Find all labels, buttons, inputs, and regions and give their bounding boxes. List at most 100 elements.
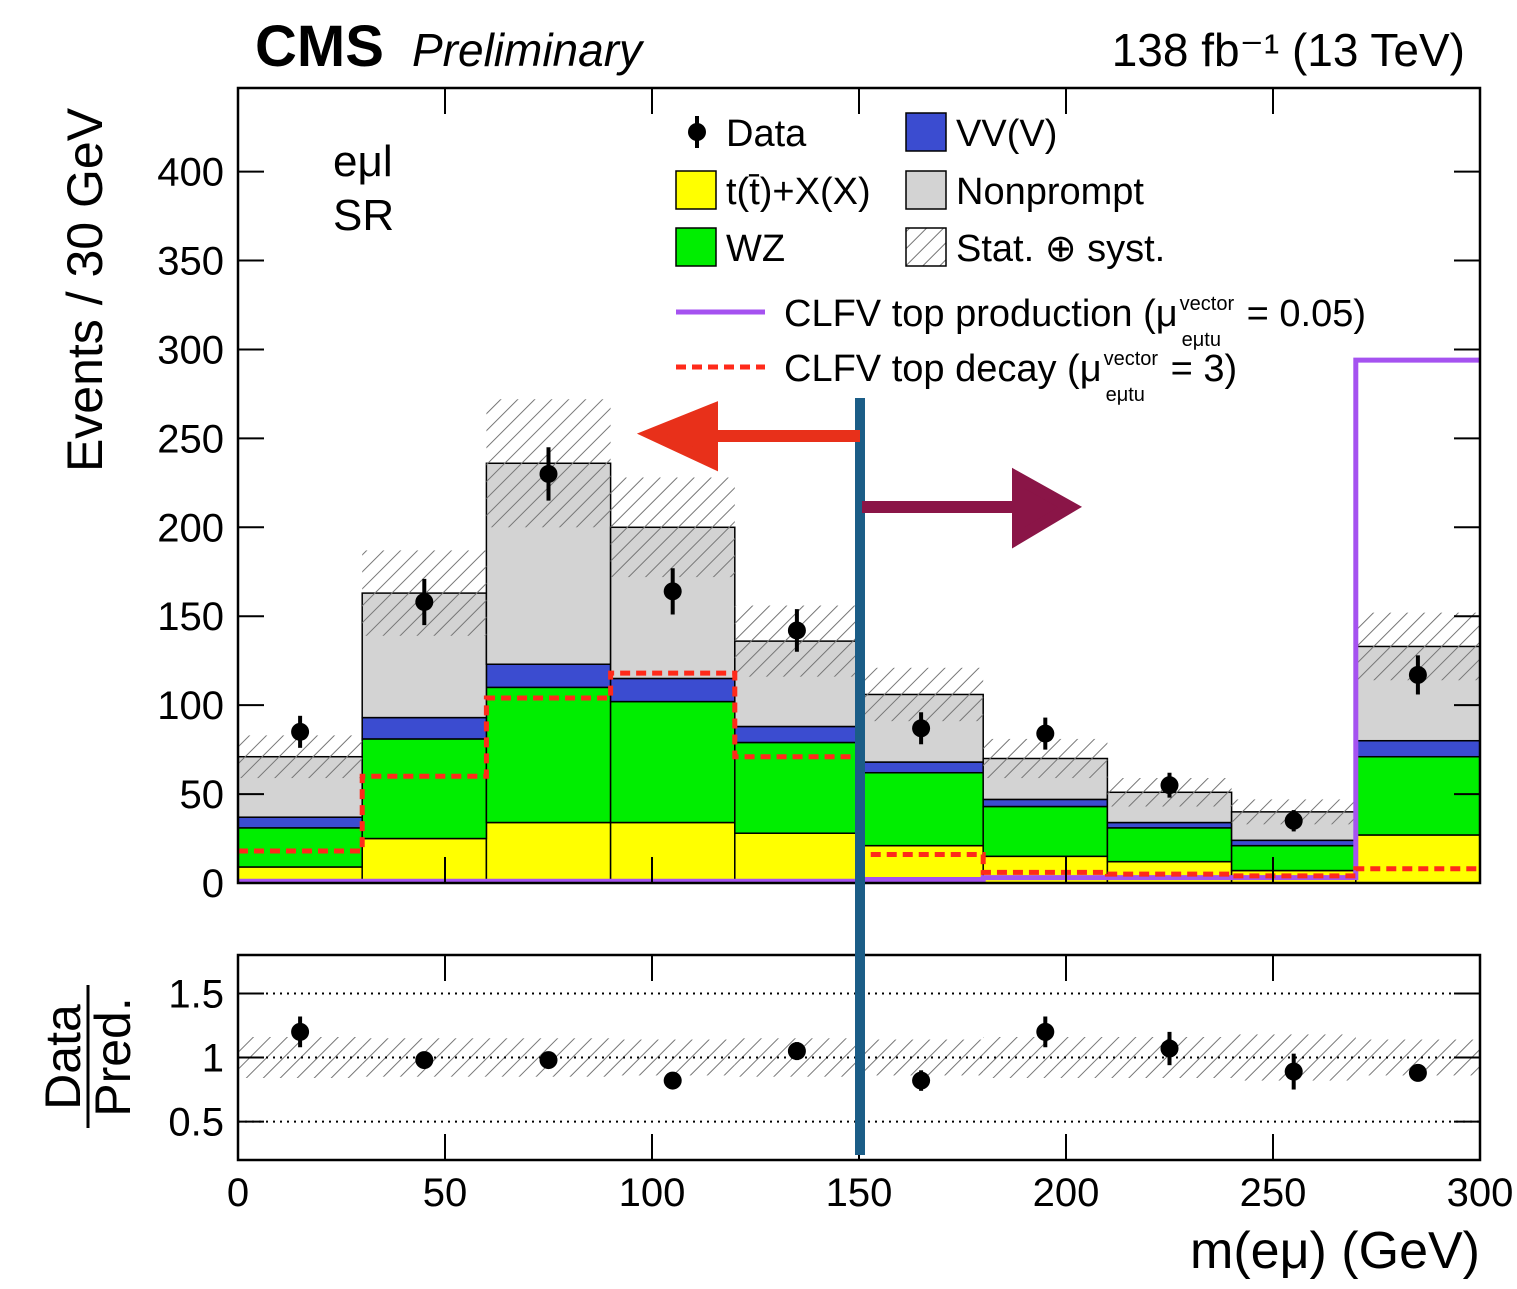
overlay-arrow-left: [636, 401, 860, 472]
x-tick-label: 300: [1447, 1171, 1514, 1215]
cms-title: CMS: [255, 14, 384, 79]
data-point: [1408, 665, 1427, 684]
stack-bar: [609, 677, 736, 703]
stack-bar: [609, 700, 736, 824]
annotation: eμl: [333, 137, 393, 186]
stack-bar: [1230, 839, 1357, 847]
x-tick-label: 50: [423, 1171, 468, 1215]
stack-bar: [1106, 821, 1233, 829]
ratio-label-top: Data: [35, 1004, 91, 1110]
data-point: [291, 1022, 310, 1041]
stack-bar: [361, 738, 488, 840]
stack-bar: [858, 771, 984, 847]
stack-bar: [982, 798, 1109, 808]
y-tick-label: 200: [157, 506, 224, 550]
legend-label: CLFV top production (μ: [784, 293, 1178, 335]
legend-label: CLFV top production (μ vector eμtu = 0.05): [784, 293, 1366, 351]
stack-bar: [1355, 739, 1481, 758]
y-tick-label: 100: [157, 684, 224, 728]
legend-sup: vector: [1180, 293, 1235, 315]
data-point: [1284, 811, 1303, 830]
legend-sub: eμtu: [1182, 329, 1221, 351]
uncertainty-band: [610, 477, 735, 578]
legend-label: Data: [726, 113, 807, 155]
legend-label: CLFV top decay (μ: [784, 348, 1102, 390]
stack-bar: [858, 844, 984, 884]
legend-label: Nonprompt: [956, 171, 1144, 213]
data-point: [291, 722, 310, 741]
stack-bar: [1355, 755, 1481, 836]
legend-swatch: [675, 227, 717, 267]
y-tick-label: 0.5: [168, 1101, 224, 1145]
y-tick-label: 1: [202, 1037, 224, 1081]
data-point: [787, 621, 806, 640]
y-tick-label: 50: [180, 773, 225, 817]
stack-bar: [485, 686, 612, 824]
legend-swatch: [675, 170, 717, 210]
data-point: [1036, 724, 1055, 743]
x-tick-label: 0: [227, 1171, 249, 1215]
stack-bar: [609, 821, 736, 884]
stack-bar: [1355, 834, 1481, 884]
data-point: [787, 1042, 806, 1061]
stack-bar: [1230, 844, 1357, 872]
stack-bar: [485, 821, 612, 884]
overlay-arrow-right: [862, 467, 1083, 549]
legend-label: t(t̄)+X(X): [726, 171, 871, 213]
x-axis-label: m(eμ) (GeV): [1190, 1222, 1480, 1280]
y-tick-label: 1.5: [168, 972, 224, 1016]
stack-bar: [361, 716, 488, 740]
x-tick-label: 100: [619, 1171, 686, 1215]
legend-label: = 3): [1160, 348, 1237, 390]
stack-bar: [361, 837, 488, 884]
legend-sub: eμtu: [1106, 384, 1145, 406]
legend-marker: [688, 123, 706, 141]
subtitle: Preliminary: [412, 24, 645, 76]
legend-swatch: [905, 227, 947, 267]
y-axis-label: Events / 30 GeV: [57, 107, 113, 472]
data-point: [415, 1051, 434, 1070]
stack-bar: [858, 761, 984, 774]
legend-sup: vector: [1104, 348, 1159, 370]
data-point: [1284, 1062, 1303, 1081]
x-tick-label: 250: [1240, 1171, 1307, 1215]
data-point: [663, 1071, 682, 1090]
y-tick-label: 400: [157, 151, 224, 195]
data-point: [912, 1071, 931, 1090]
legend-swatch: [905, 170, 947, 210]
data-point: [663, 582, 682, 601]
y-tick-label: 0: [202, 862, 224, 906]
annotation: SR: [333, 191, 394, 240]
data-point: [1160, 776, 1179, 795]
stack-bar: [237, 816, 363, 829]
data-point: [912, 719, 931, 738]
data-point: [415, 592, 434, 611]
x-tick-label: 150: [826, 1171, 893, 1215]
stack-bar: [734, 832, 860, 884]
y-tick-label: 150: [157, 595, 224, 639]
y-tick-label: 350: [157, 240, 224, 284]
legend-label: WZ: [726, 228, 785, 270]
lumi: 138 fb⁻¹ (13 TeV): [1112, 24, 1465, 76]
legend-label: Stat. ⊕ syst.: [956, 228, 1165, 270]
x-tick-label: 200: [1033, 1171, 1100, 1215]
y-tick-label: 250: [157, 417, 224, 461]
data-point: [1160, 1039, 1179, 1058]
data-point: [539, 1051, 558, 1070]
legend-swatch: [905, 112, 947, 152]
stack-bar: [734, 725, 860, 744]
data-point: [1036, 1022, 1055, 1041]
ratio-band: [859, 1039, 984, 1076]
stack-bar: [1106, 827, 1233, 863]
legend-label: CLFV top decay (μ vector eμtu = 3): [784, 348, 1237, 406]
y-tick-label: 300: [157, 328, 224, 372]
legend-label: = 0.05): [1236, 293, 1366, 335]
stack-bar: [237, 827, 363, 868]
data-point: [539, 464, 558, 483]
legend-label: VV(V): [956, 113, 1057, 155]
stack-bar: [982, 805, 1109, 858]
data-point: [1408, 1063, 1427, 1082]
ratio-label-bottom: Pred.: [85, 997, 141, 1117]
